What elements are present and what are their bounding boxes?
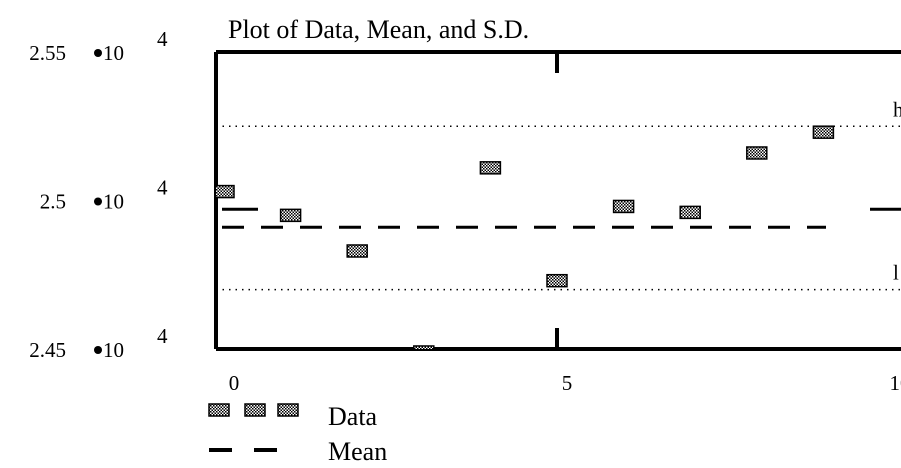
y-tick-exponent: 4 <box>157 27 168 51</box>
y-tick-label: 2.45 10 4 <box>29 324 168 362</box>
legend-data-label: Data <box>328 402 378 431</box>
data-point <box>346 244 368 258</box>
legend-data-swatch <box>208 403 299 417</box>
y-tick-base: 10 <box>103 190 124 214</box>
data-point <box>279 208 302 223</box>
data-series <box>216 125 835 349</box>
x-tick-label: 10 <box>890 371 901 395</box>
chart-title: Plot of Data, Mean, and S.D. <box>228 15 529 44</box>
data-point <box>746 146 768 160</box>
y-tick-mantissa: 2.45 <box>29 338 66 362</box>
y-tick-exponent: 4 <box>157 176 168 200</box>
x-tick-label: 5 <box>562 371 573 395</box>
data-point <box>479 161 502 175</box>
y-tick-exponent: 4 <box>157 324 168 348</box>
y-tick-bullet <box>94 197 102 206</box>
data-point <box>612 199 635 214</box>
y-tick-base: 10 <box>103 41 124 65</box>
data-point <box>679 205 701 220</box>
legend-data-marker <box>277 403 299 417</box>
reference-line-labels: hl <box>893 97 901 284</box>
y-tick-label: 2.5 10 4 <box>40 176 168 214</box>
y-tick-mantissa: 2.55 <box>29 41 66 65</box>
x-tick-label: 0 <box>229 371 240 395</box>
data-point <box>413 345 435 349</box>
y-axis-tick-labels: 2.55 10 4 2.5 10 4 2.45 10 4 <box>29 27 168 362</box>
legend-data-marker <box>208 403 230 417</box>
data-point <box>216 184 235 199</box>
y-tick-bullet <box>94 49 102 57</box>
mean-line <box>222 207 901 229</box>
reference-line-label: h <box>893 97 901 121</box>
legend-mean-label: Mean <box>328 437 387 466</box>
reference-line-label: l <box>893 261 899 285</box>
legend: Data Mean <box>208 402 387 466</box>
reference-lines <box>216 125 901 291</box>
plot-frame <box>214 50 901 351</box>
y-tick-label: 2.55 10 4 <box>29 27 168 65</box>
y-tick-base: 10 <box>103 338 124 362</box>
data-point <box>812 125 835 139</box>
data-point <box>546 273 568 288</box>
y-tick-bullet <box>94 346 102 354</box>
y-tick-mantissa: 2.5 <box>40 190 66 214</box>
x-axis-tick-labels: 0 5 10 <box>229 371 901 395</box>
legend-data-marker <box>244 403 266 417</box>
